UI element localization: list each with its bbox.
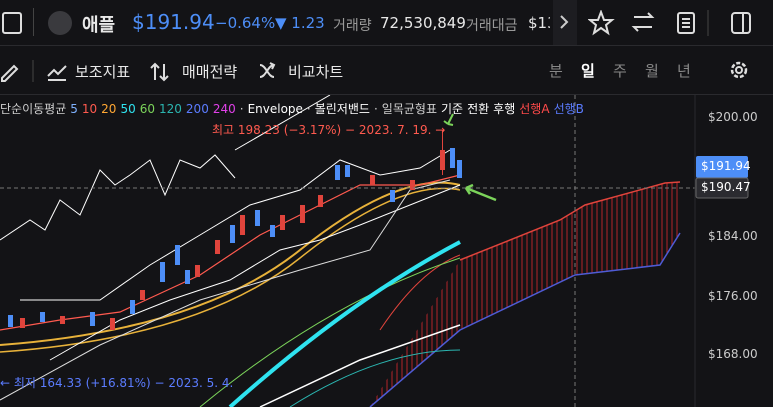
legend-item[interactable]: 120 xyxy=(159,102,182,116)
change-pct: −0.64% xyxy=(215,14,276,32)
period-tab[interactable]: 월 xyxy=(645,62,659,80)
legend-item[interactable]: Envelope xyxy=(247,102,303,116)
stock-name: 애플 xyxy=(82,15,116,36)
period-tab[interactable]: 년 xyxy=(677,62,691,80)
legend-item[interactable]: · xyxy=(373,102,378,116)
ma-200 xyxy=(259,324,461,407)
legend-item[interactable]: 볼린저밴드 xyxy=(314,102,370,116)
cloud xyxy=(370,182,680,407)
legend-item[interactable]: 10 xyxy=(81,102,98,116)
envelope-line xyxy=(234,95,331,151)
legend-item[interactable]: 선행A xyxy=(519,102,550,116)
ma-60 xyxy=(199,257,461,407)
chevron xyxy=(560,15,569,29)
header-bar: 애플 $191.94 −0.64% ▼ 1.23 거래량 72,530,849 … xyxy=(0,0,773,46)
ma-10 xyxy=(0,174,461,331)
amount-label: 거래대금 xyxy=(466,18,518,34)
high-annotation: 최고 198.23 (−3.17%) − 2023. 7. 19. → xyxy=(212,123,446,137)
ma-20b xyxy=(0,187,461,353)
change: ▼ 1.23 xyxy=(275,14,325,32)
chart xyxy=(0,95,749,407)
legend-item[interactable]: 선행B xyxy=(553,102,584,116)
current-badge xyxy=(696,156,748,178)
arrow-high xyxy=(443,113,454,126)
volume-label: 거래량 xyxy=(333,18,372,34)
legend-item[interactable]: 일목균형표 xyxy=(381,102,437,116)
header-icons[interactable] xyxy=(588,10,768,36)
legend-item[interactable]: 단순이동평균 xyxy=(0,102,67,116)
panel-icon[interactable] xyxy=(2,12,22,34)
candles-down xyxy=(8,148,462,327)
toolbar-item[interactable]: 매매전략 xyxy=(182,63,238,81)
legend-item[interactable]: 50 xyxy=(120,102,136,116)
toolbar-item[interactable]: 비교차트 xyxy=(288,63,344,81)
legend-item[interactable]: 후행 xyxy=(493,102,516,116)
price-tick: $200.00 xyxy=(708,110,758,124)
legend-item[interactable]: 200 xyxy=(185,102,209,116)
legend-item[interactable]: 240 xyxy=(212,102,236,116)
price-tick: $184.00 xyxy=(708,229,758,243)
legend-item[interactable]: 60 xyxy=(139,102,156,116)
amount: $13 xyxy=(528,14,550,32)
cloud-edge xyxy=(379,254,461,331)
current-price: $191.94 xyxy=(701,159,751,173)
crosshair-price: $190.47 xyxy=(701,180,751,194)
legend-item[interactable]: 기준 xyxy=(440,102,464,116)
legend-item[interactable]: 5 xyxy=(70,102,78,116)
envelope-upper xyxy=(0,154,236,241)
ma-50 xyxy=(228,240,461,407)
legend-item[interactable]: · xyxy=(306,102,311,116)
legend-item[interactable]: · xyxy=(239,102,244,116)
band-upper xyxy=(20,149,451,301)
toolbar-item[interactable]: 보조지표 xyxy=(75,63,131,81)
price-tick: $168.00 xyxy=(708,347,758,361)
span-a xyxy=(459,181,681,261)
price-tick: $176.00 xyxy=(708,289,758,303)
arrow-price xyxy=(464,183,497,202)
scroll-button[interactable] xyxy=(553,0,577,45)
legend-item[interactable]: 전환 xyxy=(467,102,490,116)
ma-120 xyxy=(289,349,461,407)
period-tab[interactable]: 분 xyxy=(549,62,563,80)
divider xyxy=(33,8,34,36)
settings-icon[interactable] xyxy=(728,59,750,81)
period-tab[interactable]: 일 xyxy=(581,62,595,80)
price: $191.94 xyxy=(132,10,215,34)
low-annotation: ← 최저 164.33 (+16.81%) − 2023. 5. 4. xyxy=(0,376,234,390)
indicator-legend: 단순이동평균 5 10 20 50 60 120 200 240 · Envelope · 볼린저밴드 ·… xyxy=(0,100,588,117)
period-tab[interactable]: 주 xyxy=(613,62,627,80)
band-lower xyxy=(49,184,461,361)
logo xyxy=(48,11,72,35)
toolbar-icons xyxy=(1,60,276,82)
span-b xyxy=(369,232,681,407)
legend-item[interactable]: 20 xyxy=(101,102,117,116)
crosshair-badge xyxy=(695,177,749,199)
volume: 72,530,849 xyxy=(380,14,466,32)
